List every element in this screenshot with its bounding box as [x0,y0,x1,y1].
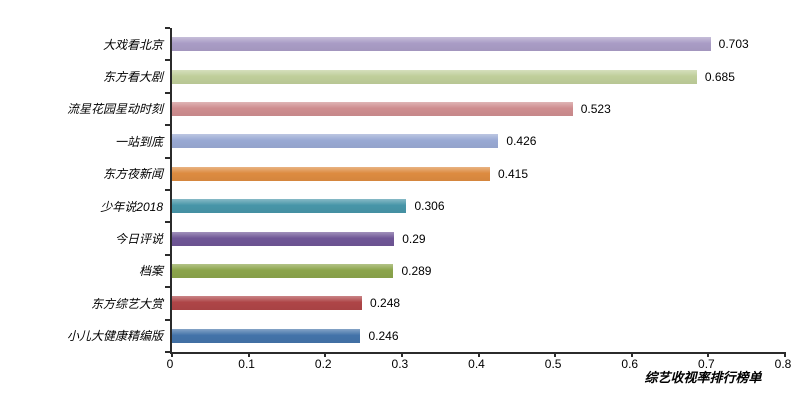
x-axis-tick-label: 0.2 [314,357,332,371]
value-label: 0.415 [497,166,529,181]
category-label: 大戏看北京 [102,37,163,52]
y-axis-tick [165,318,170,321]
value-label: 0.703 [718,37,749,52]
x-axis-tick-label: 0.8 [774,357,792,371]
axis-title: 综艺收视率排行榜单 [644,370,762,385]
x-axis-tick [400,352,403,357]
x-axis-tick [630,352,633,357]
bar [172,134,499,149]
bar [172,101,573,116]
bar-row: 0.415 [172,158,785,190]
y-axis-category-labels: 大戏看北京东方看大剧流星花园星动时刻一站到底东方夜新闻少年说2018 今日评说档案… [0,28,163,352]
value-label: 0.29 [402,231,426,246]
y-axis-tick [165,59,170,62]
y-axis-tick [165,286,170,289]
bar [172,69,697,84]
bar-row: 0.685 [172,60,785,92]
x-axis-tick-label: 0.3 [391,357,409,371]
category-label: 一站到底 [114,134,163,149]
bar [172,328,361,343]
x-axis-tick [554,352,557,357]
bar-row: 0.246 [172,320,785,352]
y-axis-tick [165,27,170,29]
bar-row: 0.703 [172,28,785,60]
category-label: 东方看大剧 [102,70,163,85]
category-label: 今日评说 [114,232,163,247]
y-axis-tick [165,156,170,159]
x-axis-tick-label: 0.4 [468,357,485,371]
x-axis-tick [324,352,327,357]
bar-row: 0.248 [172,287,785,319]
category-label: 东方综艺大赏 [90,296,163,311]
bar-row: 0.426 [172,125,785,157]
bar [172,37,711,52]
plot-area: 0.703 0.685 0.523 0.426 0.415 0.306 0.29 0.289 0… [165,27,786,357]
x-axis-tick [477,352,480,357]
bar-row: 0.306 [172,190,785,222]
category-label: 少年说2018 [100,199,163,214]
y-axis-tick [165,91,170,94]
value-label: 0.685 [704,69,735,84]
bar [172,263,394,278]
x-axis-tick [247,352,250,357]
x-axis-tick [707,352,710,357]
x-axis-tick-label: 0.6 [621,357,639,371]
x-axis-tick-label: 0.1 [238,357,255,371]
bar-row: 0.289 [172,255,785,287]
y-axis-tick [165,124,170,127]
value-label: 0.426 [506,134,537,149]
bar [172,166,490,181]
y-axis-tick [165,221,170,224]
value-label: 0.523 [580,101,611,116]
category-label: 小儿大健康精编版 [66,329,163,344]
x-axis-tick-label: 0.5 [544,357,562,371]
x-axis-tick-label: 0.7 [698,357,715,371]
value-label: 0.246 [368,328,399,343]
bar [172,231,395,246]
bar [172,199,407,214]
x-axis-tick-label: 0 [166,357,174,371]
category-label: 东方夜新闻 [102,167,163,182]
category-label: 档案 [138,264,163,279]
category-label: 流星花园星动时刻 [66,102,163,117]
y-axis-tick [165,253,170,256]
x-axis-tick [171,352,173,357]
x-axis-tick [784,352,786,357]
bar-row: 0.29 [172,222,785,254]
y-axis-tick [165,351,170,353]
value-label: 0.306 [414,199,445,214]
bar [172,296,363,311]
value-label: 0.248 [370,296,401,311]
bar-row: 0.523 [172,93,785,125]
y-axis-tick [165,189,170,191]
value-label: 0.289 [401,263,432,278]
